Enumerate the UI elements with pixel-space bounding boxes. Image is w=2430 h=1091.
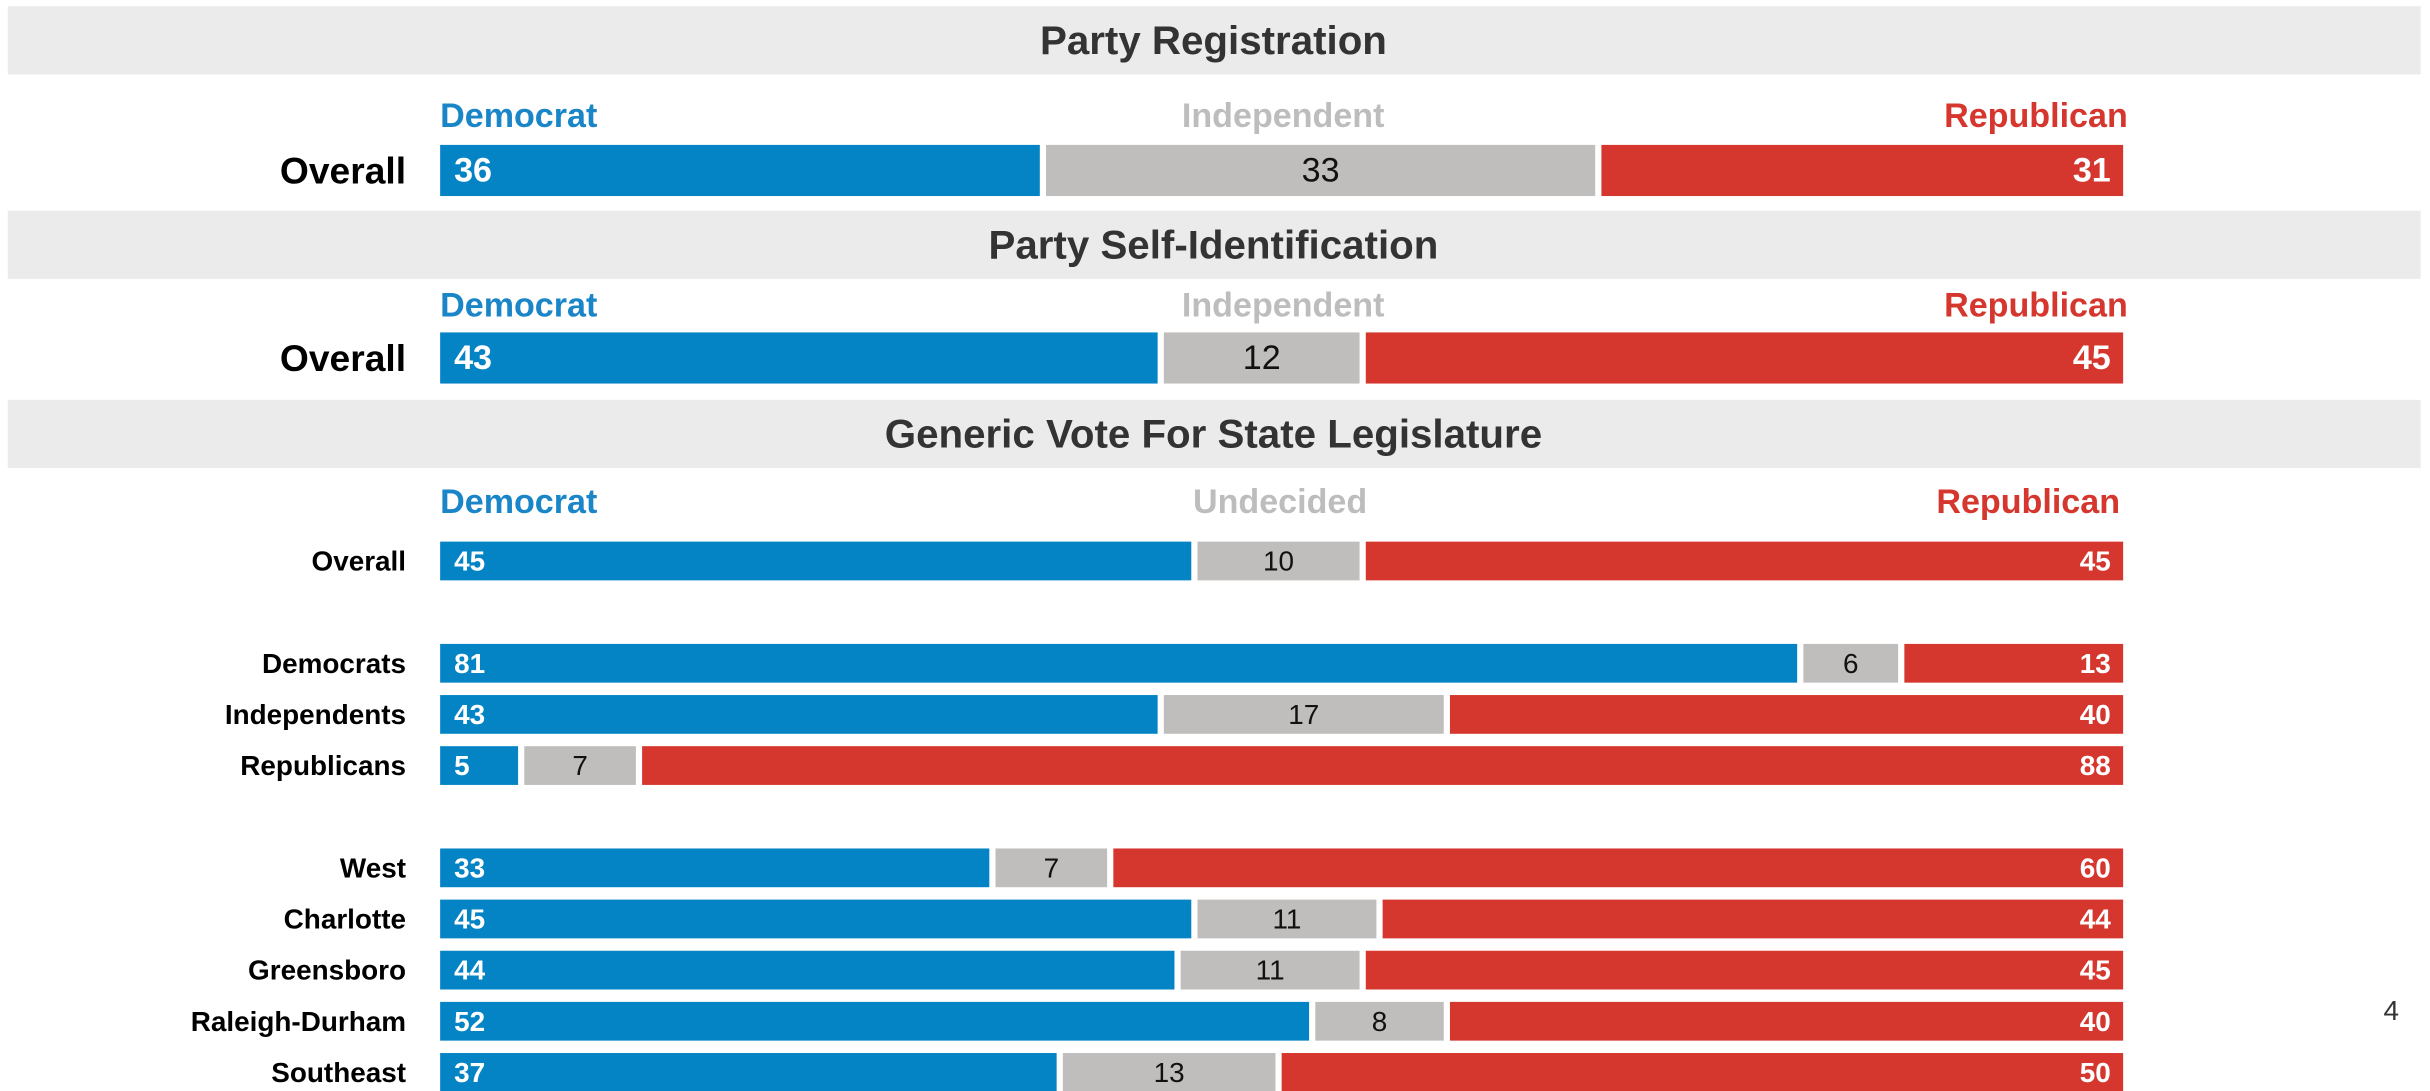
bar-segment — [1163, 332, 1360, 384]
value-label: 10 — [1263, 545, 1294, 576]
bar-segment — [440, 144, 1040, 197]
bar-segment — [1197, 541, 1360, 581]
bar-segment — [440, 950, 1175, 990]
value-label: 5 — [454, 750, 470, 781]
bar-segment — [1601, 144, 2124, 197]
value-label: 43 — [454, 699, 485, 730]
legend-label: Republican — [1944, 97, 2128, 135]
bar-segment — [1197, 899, 1377, 939]
value-label: 11 — [1256, 955, 1285, 986]
value-label: 7 — [1044, 852, 1060, 883]
bar-segment — [1365, 541, 2124, 581]
bar-segment — [1449, 1001, 2124, 1041]
bar-segment — [1382, 899, 2124, 939]
section-header — [7, 210, 2421, 279]
bar-segment — [642, 746, 2124, 785]
chart-title: Party Registration — [1040, 18, 1387, 63]
legend-label: Democrat — [440, 97, 597, 135]
section-header — [7, 6, 2421, 75]
bar-segment — [1281, 1053, 2124, 1091]
category-label: Democrats — [262, 648, 406, 679]
category-label: Independents — [225, 699, 406, 730]
value-label: 45 — [2080, 955, 2111, 986]
bar-segment — [1163, 695, 1444, 734]
bar-segment — [1904, 643, 2124, 683]
value-label: 81 — [454, 648, 485, 679]
bar-segment — [1315, 1001, 1444, 1041]
bar-segment — [1046, 144, 1596, 197]
value-label: 7 — [572, 750, 588, 781]
value-label: 45 — [2073, 339, 2111, 377]
value-label: 6 — [1843, 648, 1859, 679]
value-label: 52 — [454, 1006, 485, 1037]
page-number: 4 — [2383, 995, 2399, 1026]
bar-segment — [440, 1001, 1310, 1041]
bar-segment — [1180, 950, 1360, 990]
bar-segment — [1365, 332, 2124, 384]
value-label: 88 — [2080, 750, 2111, 781]
value-label: 40 — [2080, 1006, 2111, 1037]
bar-segment — [440, 848, 990, 888]
legend-label: Republican — [1944, 286, 2128, 324]
value-label: 50 — [2080, 1057, 2111, 1088]
value-label: 31 — [2073, 151, 2111, 189]
value-label: 45 — [2080, 545, 2111, 576]
category-label: Raleigh-Durham — [191, 1006, 406, 1037]
value-label: 45 — [454, 545, 485, 576]
bar-segment — [1062, 1053, 1276, 1091]
value-label: 13 — [1154, 1057, 1185, 1088]
value-label: 13 — [2080, 648, 2111, 679]
legend-label: Independent — [1182, 286, 1385, 324]
bar-segment — [440, 1053, 1057, 1091]
bar-segment — [524, 746, 636, 785]
bar-segment — [440, 541, 1192, 581]
value-label: 45 — [454, 903, 485, 934]
legend-label: Democrat — [440, 483, 597, 521]
value-label: 44 — [2080, 903, 2112, 934]
value-label: 17 — [1288, 699, 1319, 730]
value-label: 12 — [1243, 339, 1281, 377]
category-label: West — [340, 852, 406, 883]
bar-segment — [995, 848, 1108, 888]
bar-segment — [440, 695, 1158, 734]
chart-title: Generic Vote For State Legislature — [885, 411, 1542, 456]
value-label: 11 — [1272, 903, 1301, 934]
bar-segment — [1113, 848, 2124, 888]
bar-segment — [440, 899, 1192, 939]
category-label: Charlotte — [284, 903, 406, 934]
legend-label: Democrat — [440, 286, 597, 324]
section-header — [7, 399, 2421, 469]
bar-segment — [440, 332, 1158, 384]
category-label: Southeast — [271, 1057, 406, 1088]
bar-segment — [440, 746, 519, 785]
legend-label: Undecided — [1193, 483, 1367, 521]
value-label: 36 — [454, 151, 492, 189]
value-label: 37 — [454, 1057, 485, 1088]
legend-label: Independent — [1182, 97, 1385, 135]
value-label: 8 — [1372, 1006, 1388, 1037]
value-label: 40 — [2080, 699, 2111, 730]
category-label: Greensboro — [248, 955, 406, 986]
category-label: Overall — [280, 337, 406, 379]
bar-segment — [1449, 695, 2124, 734]
chart-title: Party Self-Identification — [989, 222, 1439, 267]
value-label: 43 — [454, 339, 492, 377]
bar-segment — [1365, 950, 2124, 990]
legend-label: Republican — [1936, 483, 2120, 521]
value-label: 33 — [1302, 151, 1340, 189]
category-label: Republicans — [240, 750, 406, 781]
bar-segment — [1803, 643, 1899, 683]
value-label: 60 — [2080, 852, 2111, 883]
value-label: 44 — [454, 955, 486, 986]
value-label: 33 — [454, 852, 485, 883]
bar-segment — [440, 643, 1798, 683]
category-label: Overall — [280, 149, 406, 191]
category-label: Overall — [312, 545, 407, 576]
